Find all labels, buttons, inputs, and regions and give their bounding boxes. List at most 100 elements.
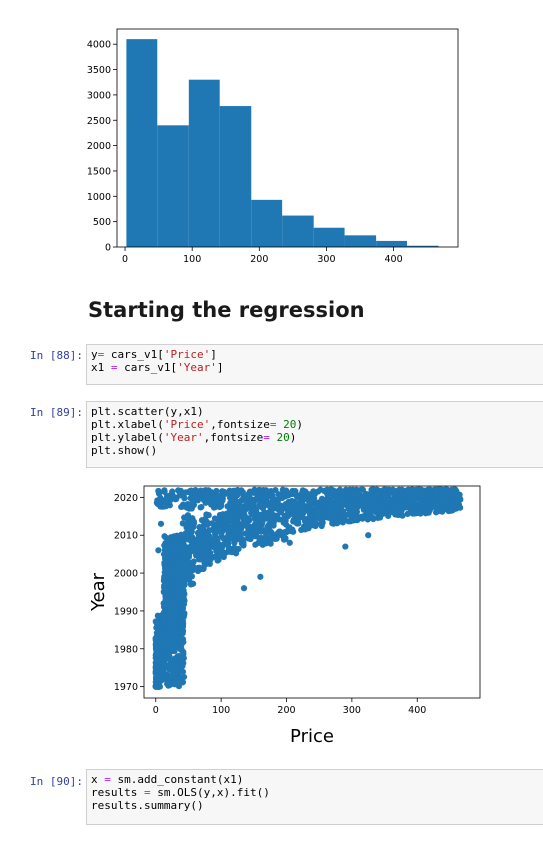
code-token: ,fontsize bbox=[203, 431, 264, 444]
scatter-point bbox=[231, 544, 238, 551]
scatter-point bbox=[192, 552, 200, 559]
cell-90-prompt: In [90]: bbox=[30, 775, 83, 788]
scatter-point bbox=[382, 503, 389, 511]
code-line: y= cars_v1['Price'] bbox=[91, 348, 542, 361]
scatter-point bbox=[433, 487, 440, 494]
scatter-point bbox=[214, 496, 221, 503]
code-line: plt.ylabel('Year',fontsize= 20) bbox=[91, 431, 542, 444]
scatter-point bbox=[164, 538, 172, 545]
histogram-bars bbox=[126, 39, 439, 248]
scatter-point bbox=[154, 612, 161, 619]
histogram-bar bbox=[376, 240, 407, 247]
scatter-point bbox=[232, 504, 239, 511]
scatter-point bbox=[219, 511, 226, 518]
scatter-point bbox=[282, 505, 289, 512]
scatter-point bbox=[261, 495, 269, 502]
scatter-point bbox=[192, 486, 199, 494]
scatter-point bbox=[303, 523, 310, 530]
scatter-point bbox=[179, 589, 187, 597]
y-tick-label: 2500 bbox=[87, 116, 111, 127]
code-token: plt.ylabel( bbox=[91, 431, 164, 444]
scatter-point bbox=[186, 549, 193, 556]
code-token: ] bbox=[216, 361, 224, 374]
scatter-point bbox=[170, 621, 177, 628]
scatter-point bbox=[164, 549, 171, 556]
scatter-points bbox=[152, 486, 464, 690]
code-token: ) bbox=[296, 418, 303, 431]
scatter-point bbox=[353, 508, 361, 516]
scatter-point bbox=[415, 486, 423, 493]
scatter-point bbox=[240, 542, 247, 549]
code-token: sm.OLS(y,x).fit() bbox=[150, 786, 270, 799]
code-token: cars_v1[ bbox=[117, 361, 178, 374]
code-token: 'Price' bbox=[163, 418, 211, 431]
scatter-point bbox=[171, 535, 179, 542]
scatter-point bbox=[305, 498, 313, 505]
scatter-point bbox=[242, 530, 249, 537]
cell-89-input[interactable]: plt.scatter(y,x1) plt.xlabel('Price',font… bbox=[86, 401, 543, 468]
scatter-point bbox=[264, 488, 271, 495]
scatter-point bbox=[392, 511, 399, 518]
y-tick-label: 500 bbox=[93, 217, 111, 228]
scatter-point bbox=[280, 519, 287, 526]
y-tick-label: 1500 bbox=[87, 166, 111, 177]
scatter-point bbox=[411, 510, 418, 517]
cell-90-input[interactable]: x = sm.add_constant(x1) results = sm.OLS(… bbox=[86, 769, 543, 825]
scatter-point bbox=[171, 655, 178, 662]
cell-88-code[interactable]: y= cars_v1['Price'] x1 = cars_v1['Year'] bbox=[87, 345, 543, 377]
cell-88-input[interactable]: y= cars_v1['Price'] x1 = cars_v1['Year'] bbox=[86, 344, 543, 385]
scatter-point bbox=[232, 527, 239, 534]
scatter-point bbox=[175, 487, 182, 494]
scatter-point bbox=[368, 504, 375, 511]
scatter-point bbox=[227, 489, 235, 497]
scatter-point bbox=[377, 503, 384, 510]
scatter-point bbox=[426, 489, 433, 496]
scatter-point bbox=[189, 499, 196, 506]
y-tick-label: 2000 bbox=[114, 569, 138, 580]
scatter-point bbox=[162, 503, 169, 510]
scatter-point bbox=[189, 534, 196, 541]
scatter-point bbox=[383, 495, 390, 502]
section-heading: Starting the regression bbox=[88, 298, 365, 322]
scatter-point bbox=[204, 544, 211, 551]
histogram-bar bbox=[344, 235, 377, 247]
scatter-point bbox=[164, 571, 171, 578]
scatter-point bbox=[331, 502, 338, 509]
scatter-point bbox=[342, 543, 349, 550]
scatter-point bbox=[280, 529, 287, 537]
scatter-point bbox=[166, 635, 173, 642]
scatter-point bbox=[281, 512, 288, 520]
scatter-point bbox=[178, 535, 185, 543]
scatter-point bbox=[164, 495, 171, 502]
scatter-point bbox=[439, 492, 446, 499]
x-tick-label: 300 bbox=[343, 705, 361, 716]
scatter-point bbox=[172, 628, 179, 636]
scatter-point bbox=[230, 520, 237, 527]
scatter-point bbox=[197, 528, 204, 535]
scatter-point bbox=[352, 499, 359, 506]
scatter-point bbox=[281, 535, 289, 542]
scatter-point bbox=[329, 510, 336, 517]
scatter-point bbox=[250, 489, 257, 496]
code-token: x1 bbox=[91, 361, 111, 374]
code-line: plt.scatter(y,x1) bbox=[91, 405, 542, 418]
scatter-point bbox=[446, 502, 453, 510]
cell-89-code[interactable]: plt.scatter(y,x1) plt.xlabel('Price',font… bbox=[87, 402, 543, 460]
scatter-point bbox=[231, 539, 238, 546]
histogram-bar bbox=[188, 79, 220, 247]
scatter-point bbox=[390, 499, 397, 506]
scatter-point bbox=[168, 566, 175, 573]
histogram-bar bbox=[313, 227, 345, 247]
scatter-point bbox=[363, 511, 370, 518]
code-line: x1 = cars_v1['Year'] bbox=[91, 361, 542, 374]
scatter-point bbox=[198, 543, 205, 550]
scatter-point bbox=[174, 606, 181, 613]
code-token: = bbox=[263, 431, 270, 444]
code-token: results.summary() bbox=[91, 799, 204, 812]
scatter-point bbox=[214, 557, 221, 564]
scatter-point bbox=[182, 530, 190, 537]
scatter-point bbox=[310, 491, 317, 498]
code-token: 20 bbox=[283, 418, 297, 431]
cell-90-code[interactable]: x = sm.add_constant(x1) results = sm.OLS(… bbox=[87, 770, 543, 815]
scatter-point bbox=[240, 493, 247, 500]
